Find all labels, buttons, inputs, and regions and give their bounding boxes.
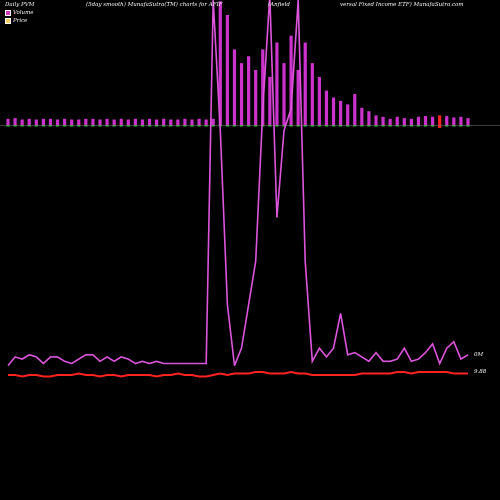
volume-bar [438,115,442,128]
volume-bar [126,119,130,125]
volume-bar [20,119,24,125]
volume-bar [353,94,357,125]
volume-bar [197,118,201,125]
legend-price-label: Price [13,18,28,24]
volume-bar [296,70,300,125]
volume-bar [239,63,244,125]
volume-bar [416,116,421,125]
volume-bar [176,119,180,125]
legend-volume: Volume [5,10,34,16]
volume-line [7,0,469,367]
volume-bar [431,116,435,125]
volume-bar [105,118,109,125]
legend-volume-label: Volume [13,10,34,16]
volume-bar [169,119,173,125]
volume-bar [70,119,74,125]
volume-bar [324,90,329,126]
volume-bar [140,119,145,125]
volume-bar [395,116,399,125]
volume-bar [27,118,31,125]
volume-bar [204,119,208,125]
volume-bar [162,118,166,125]
volume-bars [6,1,470,128]
volume-bar [423,116,428,125]
volume-bar [225,15,229,125]
volume-bar [445,116,449,125]
volume-bar [112,119,116,125]
chart-title-right-b: versal Fixed Income ETF) MunafaSutra.com [340,2,464,8]
volume-bar [247,56,251,125]
volume-bar [84,118,88,125]
volume-bar [41,118,45,125]
volume-bar [452,117,456,125]
volume-bar [183,118,187,125]
volume-bar [133,118,137,125]
volume-bar [261,49,265,126]
volume-bar [331,97,336,125]
volume-bar [346,104,350,126]
volume-bar [155,119,159,125]
volume-bar [218,1,222,125]
legend-price: Price [5,18,27,24]
volume-bar [268,76,272,126]
volume-swatch-icon [5,10,11,16]
volume-bar [13,118,17,126]
volume-bar [77,119,81,125]
volume-bar [409,118,413,125]
volume-bar [232,49,237,126]
volume-bar [388,118,392,125]
volume-bar [282,63,286,125]
volume-bar [275,42,279,125]
volume-bar [119,118,123,125]
volume-bar [374,115,378,125]
chart-title-left: Daily PVM [5,2,35,8]
volume-bar [459,116,463,125]
volume-bar [190,119,194,125]
volume-bar [289,35,293,126]
price-value-label: 9.88 [474,369,487,375]
volume-bar [303,42,307,125]
price-line [8,370,468,378]
volume-bar [34,119,38,125]
chart-title-center: (5day smooth) MunafaSutra(TM) charts for… [86,2,223,8]
volume-bar [211,118,215,125]
price-swatch-icon [5,18,11,24]
volume-bar [63,118,67,125]
volume-bar [98,119,102,125]
volume-bar [381,116,385,125]
volume-bar [339,100,343,125]
chart-title-right-a: (Anfield [268,2,290,8]
volume-bar [147,118,152,125]
volume-bar [6,118,10,125]
volume-bar [310,63,314,125]
volume-bar [402,118,406,126]
volume-value-label: 0M [474,352,484,358]
volume-bar [466,118,470,126]
volume-bar [317,76,321,126]
volume-bar [254,70,258,125]
volume-bar [48,118,53,125]
volume-bar [55,119,60,125]
volume-bar [360,107,364,125]
volume-bar [91,118,95,125]
volume-bar [367,111,371,125]
baseline-markers [0,125,500,127]
